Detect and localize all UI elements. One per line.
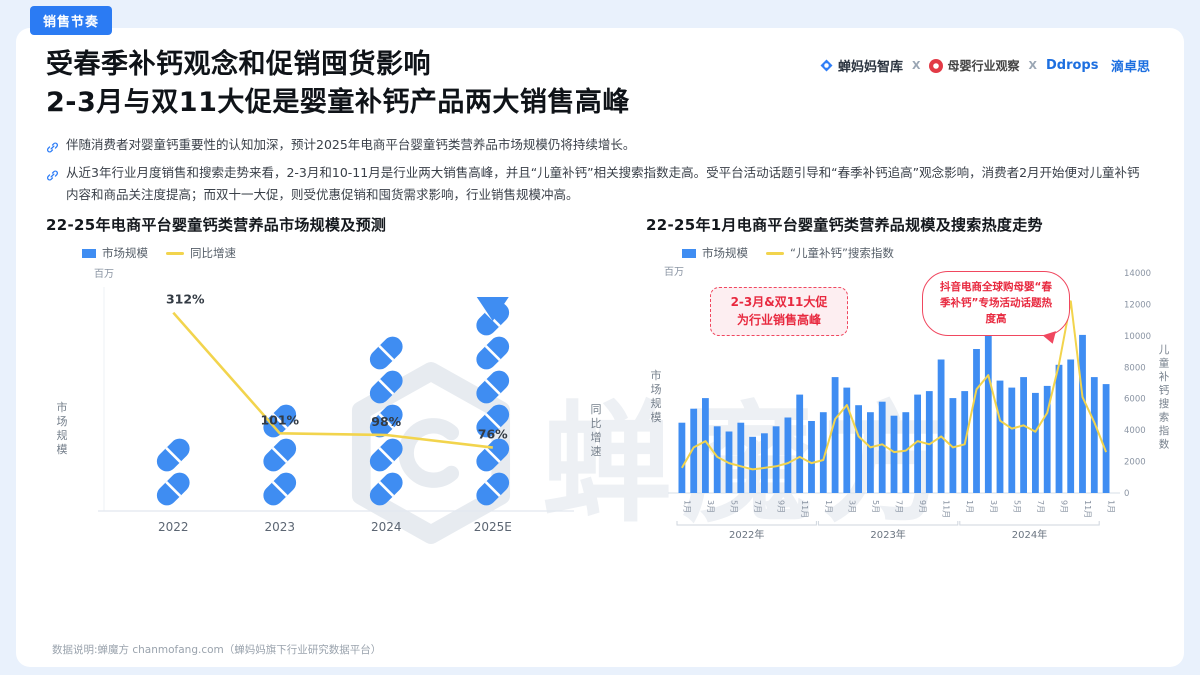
line-swatch xyxy=(166,251,184,255)
header: 受春季补钙观念和促销囤货影响 2-3月与双11大促是婴童补钙产品两大销售高峰 蝉… xyxy=(16,28,1184,122)
svg-text:1月: 1月 xyxy=(1107,500,1116,513)
svg-text:7月: 7月 xyxy=(753,500,762,513)
svg-text:市场规模: 市场规模 xyxy=(651,368,662,424)
svg-text:同比增速: 同比增速 xyxy=(591,403,602,458)
logo-muying-label: 母婴行业观察 xyxy=(947,59,1020,73)
svg-text:3月: 3月 xyxy=(989,500,998,513)
legend-label: 市场规模 xyxy=(702,246,748,261)
svg-text:12000: 12000 xyxy=(1124,301,1151,311)
bar-swatch xyxy=(82,248,96,258)
page-title: 受春季补钙观念和促销囤货影响 2-3月与双11大促是婴童补钙产品两大销售高峰 xyxy=(46,46,630,122)
svg-text:9月: 9月 xyxy=(777,500,786,513)
svg-text:百万: 百万 xyxy=(94,268,114,280)
svg-text:市场规模: 市场规模 xyxy=(57,400,68,456)
svg-text:1月: 1月 xyxy=(965,500,974,513)
svg-text:14000: 14000 xyxy=(1124,269,1151,279)
legend-item-growth: 同比增速 xyxy=(166,245,236,261)
logo-separator: X xyxy=(1028,59,1037,72)
bar-swatch xyxy=(682,248,696,258)
logo-chanmama: 蝉妈妈智库 xyxy=(819,56,903,75)
bullet-item: 伴随消费者对婴童钙重要性的认知加深，预计2025年电商平台婴童钙类营养品市场规模… xyxy=(46,134,1144,161)
svg-text:2022: 2022 xyxy=(158,520,189,534)
logo-muying: 母婴行业观察 xyxy=(929,57,1019,74)
svg-text:9月: 9月 xyxy=(1060,500,1069,513)
title-line2: 2-3月与双11大促是婴童补钙产品两大销售高峰 xyxy=(46,86,630,118)
legend-item-search: “儿童补钙”搜索指数 xyxy=(766,245,894,261)
svg-text:1月: 1月 xyxy=(824,500,833,513)
svg-text:6000: 6000 xyxy=(1124,395,1146,405)
svg-text:7月: 7月 xyxy=(895,500,904,513)
douyin-topic-annotation: 抖音电商全球购母婴“春季补钙”专场活动话题热度高 xyxy=(922,271,1070,337)
svg-text:98%: 98% xyxy=(371,414,401,429)
market-forecast-chart: 22-25年电商平台婴童钙类营养品市场规模及预测 市场规模 同比增速 百万市场规… xyxy=(46,214,612,557)
svg-text:2023年: 2023年 xyxy=(870,528,905,541)
legend-label: 同比增速 xyxy=(190,246,236,261)
data-source-note: 数据说明:蝉魔方 chanmofang.com（蝉妈妈旗下行业研究数据平台） xyxy=(52,644,382,656)
legend-item-market: 市场规模 xyxy=(682,245,748,261)
muying-icon xyxy=(929,58,944,73)
svg-text:11月: 11月 xyxy=(1083,500,1092,518)
svg-text:5月: 5月 xyxy=(1012,500,1021,513)
link-icon xyxy=(46,139,59,161)
right-chart-title: 22-25年1月电商平台婴童钙类营养品规模及搜索热度走势 xyxy=(646,216,1043,235)
svg-text:3月: 3月 xyxy=(706,500,715,513)
legend-label: “儿童补钙”搜索指数 xyxy=(790,246,894,261)
svg-text:2022年: 2022年 xyxy=(729,528,764,541)
svg-text:312%: 312% xyxy=(166,292,205,307)
svg-text:0: 0 xyxy=(1124,489,1129,499)
annotation-line: 为行业销售高峰 xyxy=(736,312,821,327)
chanmama-icon xyxy=(820,59,833,72)
svg-text:7月: 7月 xyxy=(1036,500,1045,513)
svg-text:10000: 10000 xyxy=(1124,332,1151,342)
logo-chanmama-label: 蝉妈妈智库 xyxy=(837,60,903,75)
logo-ddrops: Ddrops 滴卓思 xyxy=(1046,56,1150,75)
legend-item-market: 市场规模 xyxy=(82,245,148,261)
title-line1: 受春季补钙观念和促销囤货影响 xyxy=(46,49,431,80)
svg-text:5月: 5月 xyxy=(871,500,880,513)
svg-text:11月: 11月 xyxy=(942,500,951,518)
monthly-trend-chart: 22-25年1月电商平台婴童钙类营养品规模及搜索热度走势 市场规模 “儿童补钙”… xyxy=(646,214,1178,557)
line-swatch xyxy=(766,251,784,255)
bullet-item: 从近3年行业月度销售和搜索走势来看，2-3月和10-11月是行业两大销售高峰，并… xyxy=(46,162,1144,206)
svg-text:11月: 11月 xyxy=(800,500,809,518)
link-icon xyxy=(46,167,59,206)
svg-text:百万: 百万 xyxy=(664,266,684,278)
svg-text:3月: 3月 xyxy=(847,500,856,513)
svg-text:2023: 2023 xyxy=(264,520,295,534)
left-plot-area: 百万市场规模 同比增速 2022 2023 2024 2025E 312% 101% 98% 76… xyxy=(46,261,612,557)
logo-separator: X xyxy=(911,59,921,72)
svg-text:2000: 2000 xyxy=(1124,458,1146,468)
svg-text:8000: 8000 xyxy=(1124,364,1146,374)
key-points: 伴随消费者对婴童钙重要性的认知加深，预计2025年电商平台婴童钙类营养品市场规模… xyxy=(16,122,1184,207)
svg-text:2024: 2024 xyxy=(371,520,402,534)
svg-text:儿童补钙搜索指数: 儿童补钙搜索指数 xyxy=(1159,344,1170,451)
svg-text:2025E: 2025E xyxy=(474,520,512,534)
sales-peak-annotation: 2-3月&双11大促 为行业销售高峰 xyxy=(710,287,848,336)
slide-card: 蝉魔方 受春季补钙观念和促销囤货影响 2-3月与双11大促是婴童补钙产品两大销售… xyxy=(16,28,1184,667)
logo-ddrops-en: Ddrops xyxy=(1045,58,1099,73)
svg-text:76%: 76% xyxy=(478,427,508,442)
bullet-text: 从近3年行业月度销售和搜索走势来看，2-3月和10-11月是行业两大销售高峰，并… xyxy=(66,165,1140,203)
svg-text:4000: 4000 xyxy=(1124,426,1146,436)
logo-ddrops-cn: 滴卓思 xyxy=(1110,60,1150,75)
svg-text:1月: 1月 xyxy=(682,500,691,513)
svg-text:9月: 9月 xyxy=(918,500,927,513)
charts-row: 22-25年电商平台婴童钙类营养品市场规模及预测 市场规模 同比增速 百万市场规… xyxy=(16,206,1184,557)
partner-logos: 蝉妈妈智库 X 母婴行业观察 X Ddrops 滴卓思 xyxy=(819,56,1150,75)
svg-text:101%: 101% xyxy=(260,413,299,428)
bullet-text: 伴随消费者对婴童钙重要性的认知加深，预计2025年电商平台婴童钙类营养品市场规模… xyxy=(66,136,636,152)
right-plot-area: 百万市场规模 儿童补钙搜索指数 0 2000 4000 6000 8000 10000 1200… xyxy=(646,261,1178,557)
svg-text:2024年: 2024年 xyxy=(1012,528,1047,541)
left-chart-title: 22-25年电商平台婴童钙类营养品市场规模及预测 xyxy=(46,216,387,235)
legend-label: 市场规模 xyxy=(102,246,148,261)
section-badge: 销售节奏 xyxy=(30,6,113,35)
left-chart-legend: 市场规模 同比增速 xyxy=(82,245,612,261)
annotation-line: 2-3月&双11大促 xyxy=(730,295,828,310)
right-chart-legend: 市场规模 “儿童补钙”搜索指数 xyxy=(682,245,1178,261)
svg-text:5月: 5月 xyxy=(730,500,739,513)
